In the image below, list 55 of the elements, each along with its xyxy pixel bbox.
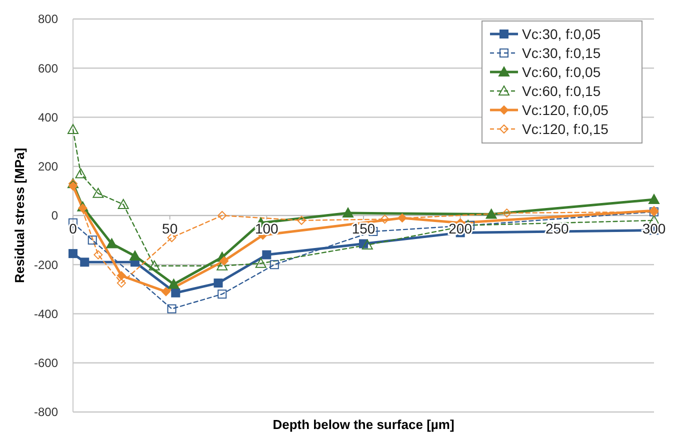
y-tick-label: 200 [38, 160, 58, 174]
legend-label: Vc:120, f:0,05 [522, 102, 609, 118]
point [116, 271, 126, 280]
legend-label: Vc:30, f:0,15 [522, 44, 601, 61]
x-tick-label: 150 [352, 220, 376, 236]
point [502, 208, 512, 218]
point [342, 208, 354, 218]
y-tick-label: -800 [34, 405, 58, 420]
point [270, 260, 279, 270]
point [75, 168, 86, 178]
point [362, 239, 373, 250]
point [218, 211, 227, 220]
y-tick-label: 600 [38, 61, 58, 76]
point [255, 258, 266, 268]
legend-label: Vc:60, f:0,05 [522, 64, 601, 80]
legend-label: Vc:120, f:0,15 [522, 120, 609, 137]
x-tick-label: 200 [448, 220, 472, 236]
y-tick-label: 400 [38, 110, 58, 124]
point [220, 256, 229, 266]
point [88, 236, 97, 245]
y-tick-label: -400 [34, 306, 58, 321]
x-tick-label: 50 [162, 220, 178, 236]
point [106, 238, 118, 248]
x-tick-label: 300 [642, 220, 666, 236]
legend-label: Vc:60, f:0,15 [522, 82, 601, 99]
point [486, 208, 497, 219]
point [116, 278, 126, 288]
y-tick-label: 0 [51, 208, 58, 223]
point [171, 288, 180, 298]
point [94, 250, 103, 260]
point [168, 278, 180, 289]
point [68, 249, 78, 258]
point [648, 194, 660, 204]
x-axis-title: Depth below the surface [µm] [272, 417, 454, 432]
point [218, 290, 227, 299]
x-tick-label: 100 [254, 220, 279, 236]
point [118, 198, 129, 209]
point [68, 124, 78, 134]
point [380, 214, 390, 224]
legend-label: Vc:30, f:0,05 [522, 26, 601, 42]
point [148, 260, 160, 270]
y-axis-title: Residual stress [MPa] [12, 148, 27, 284]
y-tick-label: -200 [34, 258, 58, 272]
point [297, 216, 306, 225]
point [80, 258, 90, 267]
point [161, 287, 170, 296]
point [129, 250, 140, 261]
y-tick-label: 800 [38, 12, 58, 26]
point [398, 213, 407, 222]
y-tick-label: -600 [34, 356, 58, 370]
point [92, 188, 104, 198]
point [78, 204, 88, 213]
point [214, 278, 223, 288]
point [167, 304, 176, 314]
point [262, 250, 272, 260]
